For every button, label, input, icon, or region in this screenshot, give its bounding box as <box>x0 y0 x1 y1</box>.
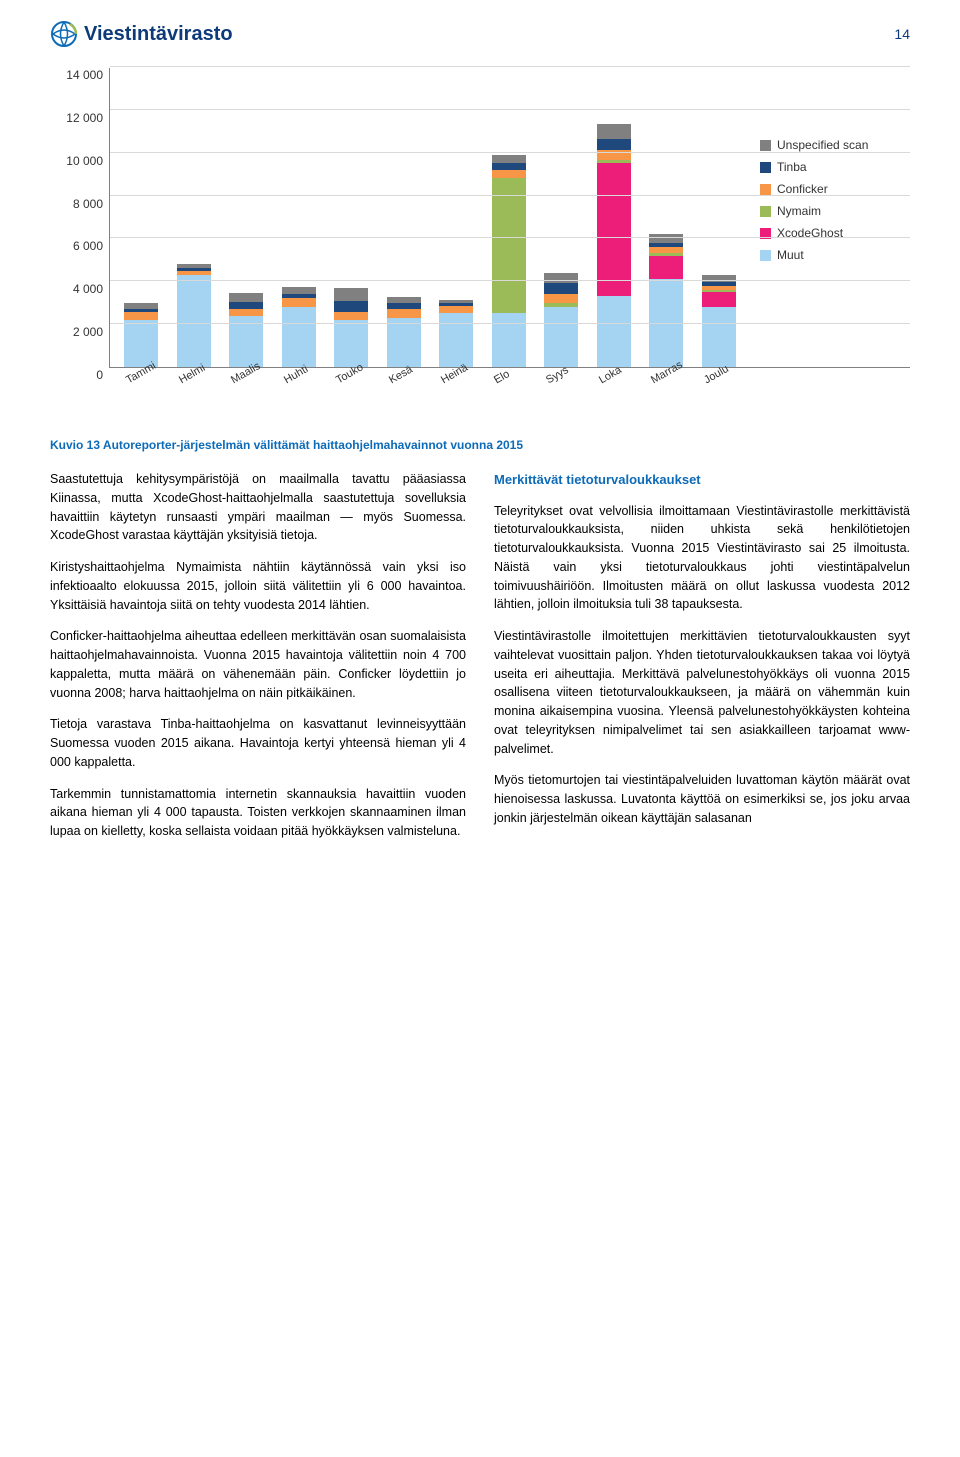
bar-segment <box>649 234 683 243</box>
bar-segment <box>597 296 631 367</box>
grid-line <box>110 66 910 67</box>
bar-column <box>492 155 526 367</box>
bar-segment <box>177 275 211 367</box>
grid-line <box>110 195 910 196</box>
chart-y-axis: 02 0004 0006 0008 00010 00012 00014 000 <box>50 68 110 368</box>
bar-column <box>387 297 421 367</box>
legend-swatch <box>760 250 771 261</box>
bar-segment <box>597 124 631 139</box>
malware-chart: 02 0004 0006 0008 00010 00012 00014 000 … <box>50 68 910 428</box>
y-tick-label: 6 000 <box>73 239 103 253</box>
y-tick-label: 8 000 <box>73 197 103 211</box>
globe-icon <box>50 20 78 48</box>
legend-label: Nymaim <box>777 204 821 218</box>
legend-label: Tinba <box>777 160 807 174</box>
legend-item: Nymaim <box>760 204 910 218</box>
bar-segment <box>492 178 526 313</box>
bar-column <box>282 287 316 367</box>
legend-swatch <box>760 162 771 173</box>
bar-segment <box>334 312 368 320</box>
legend-swatch <box>760 206 771 217</box>
body-paragraph: Saastutettuja kehitysympäristöjä on maai… <box>50 470 466 545</box>
page-number: 14 <box>894 26 910 42</box>
bar-column <box>544 273 578 367</box>
y-tick-label: 14 000 <box>66 68 103 82</box>
y-tick-label: 0 <box>96 368 103 382</box>
bar-column <box>229 293 263 367</box>
chart-plot: Unspecified scanTinbaConfickerNymaimXcod… <box>110 68 910 368</box>
bar-segment <box>492 170 526 179</box>
page-header: Viestintävirasto 14 <box>50 20 910 48</box>
bar-segment <box>544 273 578 284</box>
body-paragraph: Teleyritykset ovat velvollisia ilmoittam… <box>494 502 910 615</box>
bar-segment <box>492 155 526 164</box>
bar-column <box>334 288 368 367</box>
bar-segment <box>649 256 683 280</box>
grid-line <box>110 237 910 238</box>
legend-swatch <box>760 140 771 151</box>
bar-column <box>702 275 736 367</box>
bar-segment <box>282 287 316 295</box>
bar-segment <box>229 302 263 310</box>
legend-item: Muut <box>760 248 910 262</box>
body-paragraph: Viestintävirastolle ilmoitettujen merkit… <box>494 627 910 758</box>
bar-segment <box>387 309 421 318</box>
body-paragraph: Conficker-haittaohjelma aiheuttaa edelle… <box>50 627 466 702</box>
bar-column <box>597 124 631 367</box>
body-paragraph: Kiristyshaittaohjelma Nymaimista nähtiin… <box>50 558 466 614</box>
bar-segment <box>597 139 631 150</box>
bar-segment <box>544 283 578 294</box>
chart-x-axis: TammiHelmiMaalisHuhtiToukoKesäHeinäEloSy… <box>110 376 750 388</box>
grid-line <box>110 152 910 153</box>
bar-segment <box>334 288 368 301</box>
grid-line <box>110 109 910 110</box>
bar-segment <box>282 298 316 307</box>
y-tick-label: 10 000 <box>66 154 103 168</box>
body-paragraph: Tietoja varastava Tinba-haittaohjelma on… <box>50 715 466 771</box>
bar-segment <box>229 293 263 302</box>
legend-item: Unspecified scan <box>760 138 910 152</box>
bar-segment <box>439 306 473 314</box>
body-paragraph: Tarkemmin tunnistamattomia internetin sk… <box>50 785 466 841</box>
bar-column <box>649 234 683 367</box>
bar-column <box>439 300 473 367</box>
bar-segment <box>702 292 736 307</box>
y-tick-label: 12 000 <box>66 111 103 125</box>
bar-column <box>124 303 158 367</box>
chart-legend: Unspecified scanTinbaConfickerNymaimXcod… <box>760 138 910 270</box>
body-text: Saastutettuja kehitysympäristöjä on maai… <box>50 470 910 847</box>
legend-label: Unspecified scan <box>777 138 868 152</box>
legend-label: Muut <box>777 248 804 262</box>
bar-segment <box>124 312 158 320</box>
chart-caption: Kuvio 13 Autoreporter-järjestelmän välit… <box>50 438 910 452</box>
brand-logo: Viestintävirasto <box>50 20 233 48</box>
section-subheading: Merkittävät tietoturvaloukkaukset <box>494 470 910 490</box>
legend-item: Tinba <box>760 160 910 174</box>
y-tick-label: 4 000 <box>73 282 103 296</box>
body-paragraph: Myös tietomurtojen tai viestintäpalvelui… <box>494 771 910 827</box>
bar-segment <box>597 163 631 296</box>
legend-swatch <box>760 184 771 195</box>
bar-segment <box>334 301 368 313</box>
bar-segment <box>544 294 578 303</box>
grid-line <box>110 323 910 324</box>
grid-line <box>110 280 910 281</box>
brand-name: Viestintävirasto <box>84 23 233 46</box>
y-tick-label: 2 000 <box>73 325 103 339</box>
